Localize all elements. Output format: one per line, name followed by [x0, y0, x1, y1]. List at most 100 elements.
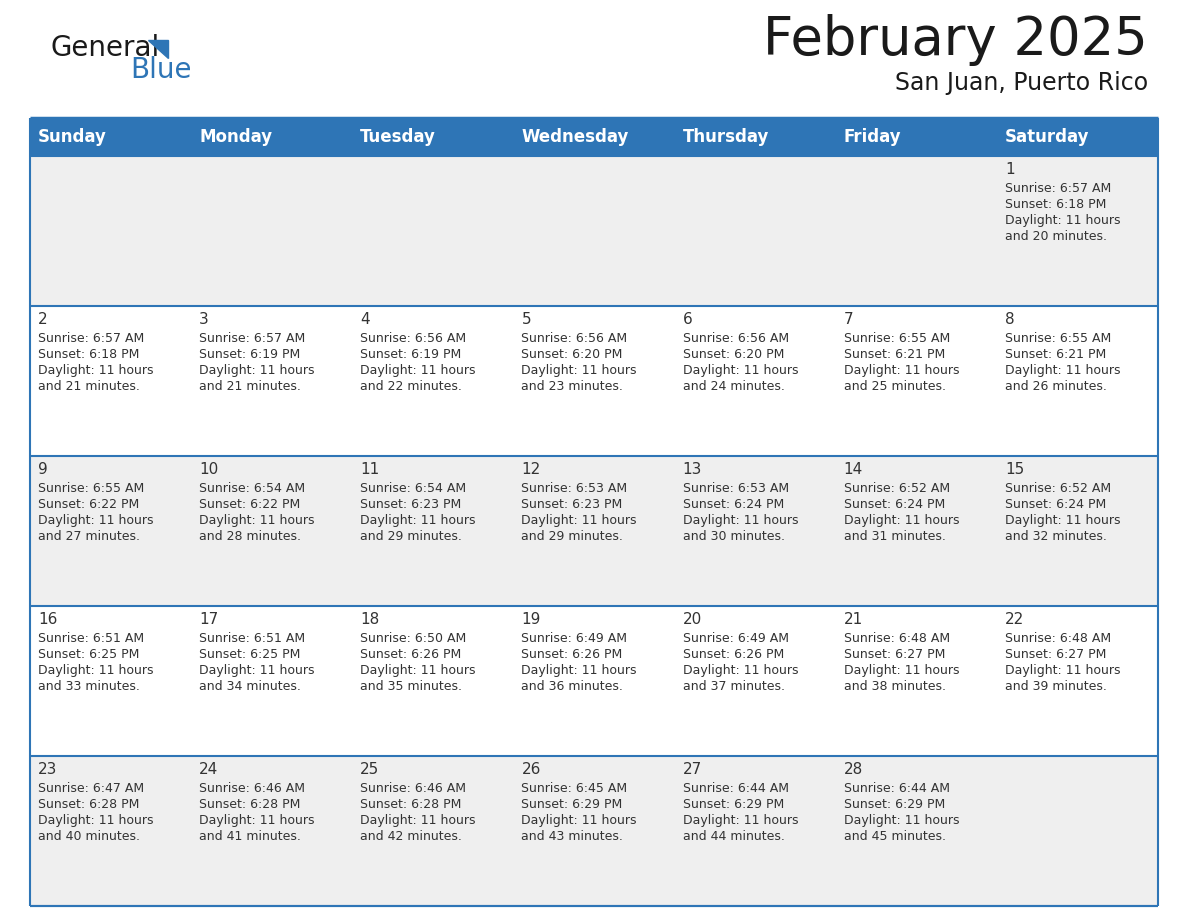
Text: February 2025: February 2025 [763, 14, 1148, 66]
Text: 21: 21 [843, 612, 862, 627]
Text: Daylight: 11 hours: Daylight: 11 hours [683, 364, 798, 377]
Text: 3: 3 [200, 312, 209, 327]
Text: and 37 minutes.: and 37 minutes. [683, 680, 784, 693]
Text: Daylight: 11 hours: Daylight: 11 hours [360, 814, 475, 827]
Text: San Juan, Puerto Rico: San Juan, Puerto Rico [895, 71, 1148, 95]
Text: and 38 minutes.: and 38 minutes. [843, 680, 946, 693]
Text: Daylight: 11 hours: Daylight: 11 hours [683, 664, 798, 677]
Text: Daylight: 11 hours: Daylight: 11 hours [843, 814, 959, 827]
Bar [30, 756, 1158, 906]
Text: Sunset: 6:18 PM: Sunset: 6:18 PM [1005, 198, 1106, 211]
Text: Sunrise: 6:56 AM: Sunrise: 6:56 AM [683, 332, 789, 345]
Text: Sunset: 6:21 PM: Sunset: 6:21 PM [1005, 348, 1106, 361]
Text: Sunrise: 6:49 AM: Sunrise: 6:49 AM [522, 632, 627, 645]
Text: Daylight: 11 hours: Daylight: 11 hours [683, 514, 798, 527]
Text: Sunset: 6:28 PM: Sunset: 6:28 PM [38, 798, 139, 811]
Text: Sunset: 6:22 PM: Sunset: 6:22 PM [38, 498, 139, 511]
Text: Sunrise: 6:56 AM: Sunrise: 6:56 AM [522, 332, 627, 345]
Text: 16: 16 [38, 612, 57, 627]
Text: Sunset: 6:23 PM: Sunset: 6:23 PM [360, 498, 461, 511]
Text: Daylight: 11 hours: Daylight: 11 hours [843, 664, 959, 677]
Text: 13: 13 [683, 462, 702, 477]
Text: Tuesday: Tuesday [360, 128, 436, 146]
Text: General: General [50, 34, 159, 62]
Bar [30, 306, 1158, 456]
Text: Daylight: 11 hours: Daylight: 11 hours [1005, 514, 1120, 527]
Bar [835, 118, 997, 156]
Text: Daylight: 11 hours: Daylight: 11 hours [843, 514, 959, 527]
Text: Friday: Friday [843, 128, 902, 146]
Text: and 32 minutes.: and 32 minutes. [1005, 530, 1107, 543]
Text: Sunrise: 6:47 AM: Sunrise: 6:47 AM [38, 782, 144, 795]
Bar [30, 156, 1158, 306]
Text: Sunrise: 6:52 AM: Sunrise: 6:52 AM [843, 482, 950, 495]
Text: and 41 minutes.: and 41 minutes. [200, 830, 301, 843]
Text: and 34 minutes.: and 34 minutes. [200, 680, 301, 693]
Text: Daylight: 11 hours: Daylight: 11 hours [38, 664, 153, 677]
Text: Daylight: 11 hours: Daylight: 11 hours [200, 364, 315, 377]
Text: and 20 minutes.: and 20 minutes. [1005, 230, 1107, 243]
Text: Sunset: 6:18 PM: Sunset: 6:18 PM [38, 348, 139, 361]
Text: Sunrise: 6:57 AM: Sunrise: 6:57 AM [38, 332, 144, 345]
Text: 15: 15 [1005, 462, 1024, 477]
Text: Daylight: 11 hours: Daylight: 11 hours [360, 514, 475, 527]
Text: Sunset: 6:24 PM: Sunset: 6:24 PM [843, 498, 944, 511]
Text: Sunset: 6:24 PM: Sunset: 6:24 PM [1005, 498, 1106, 511]
Text: and 43 minutes.: and 43 minutes. [522, 830, 624, 843]
Text: Daylight: 11 hours: Daylight: 11 hours [360, 364, 475, 377]
Text: and 22 minutes.: and 22 minutes. [360, 380, 462, 393]
Text: and 45 minutes.: and 45 minutes. [843, 830, 946, 843]
Text: Sunset: 6:28 PM: Sunset: 6:28 PM [360, 798, 462, 811]
Text: Daylight: 11 hours: Daylight: 11 hours [522, 814, 637, 827]
Text: Daylight: 11 hours: Daylight: 11 hours [200, 814, 315, 827]
Text: and 27 minutes.: and 27 minutes. [38, 530, 140, 543]
Bar [513, 118, 675, 156]
Text: and 39 minutes.: and 39 minutes. [1005, 680, 1107, 693]
Text: Daylight: 11 hours: Daylight: 11 hours [1005, 664, 1120, 677]
Text: Sunrise: 6:55 AM: Sunrise: 6:55 AM [843, 332, 950, 345]
Text: Sunrise: 6:48 AM: Sunrise: 6:48 AM [1005, 632, 1111, 645]
Text: Sunrise: 6:55 AM: Sunrise: 6:55 AM [38, 482, 144, 495]
Text: Sunrise: 6:54 AM: Sunrise: 6:54 AM [200, 482, 305, 495]
Text: Sunrise: 6:46 AM: Sunrise: 6:46 AM [360, 782, 466, 795]
Text: Daylight: 11 hours: Daylight: 11 hours [1005, 364, 1120, 377]
Text: Sunrise: 6:57 AM: Sunrise: 6:57 AM [1005, 182, 1111, 195]
Text: 14: 14 [843, 462, 862, 477]
Text: Daylight: 11 hours: Daylight: 11 hours [522, 514, 637, 527]
Text: Sunset: 6:28 PM: Sunset: 6:28 PM [200, 798, 301, 811]
Text: Thursday: Thursday [683, 128, 769, 146]
Text: and 30 minutes.: and 30 minutes. [683, 530, 784, 543]
Text: 2: 2 [38, 312, 48, 327]
Text: Sunset: 6:21 PM: Sunset: 6:21 PM [843, 348, 944, 361]
Text: Sunrise: 6:45 AM: Sunrise: 6:45 AM [522, 782, 627, 795]
Text: 28: 28 [843, 762, 862, 777]
Text: Sunrise: 6:53 AM: Sunrise: 6:53 AM [683, 482, 789, 495]
Text: 23: 23 [38, 762, 57, 777]
Text: 22: 22 [1005, 612, 1024, 627]
Text: Sunrise: 6:57 AM: Sunrise: 6:57 AM [200, 332, 305, 345]
Text: and 28 minutes.: and 28 minutes. [200, 530, 301, 543]
Text: and 29 minutes.: and 29 minutes. [522, 530, 624, 543]
Text: 25: 25 [360, 762, 379, 777]
Text: Daylight: 11 hours: Daylight: 11 hours [683, 814, 798, 827]
Text: 18: 18 [360, 612, 379, 627]
Text: Sunrise: 6:46 AM: Sunrise: 6:46 AM [200, 782, 305, 795]
Text: 26: 26 [522, 762, 541, 777]
Text: Sunrise: 6:44 AM: Sunrise: 6:44 AM [843, 782, 949, 795]
Text: 4: 4 [360, 312, 369, 327]
Text: 10: 10 [200, 462, 219, 477]
Text: Sunset: 6:19 PM: Sunset: 6:19 PM [200, 348, 301, 361]
Bar [997, 118, 1158, 156]
Text: Sunrise: 6:48 AM: Sunrise: 6:48 AM [843, 632, 950, 645]
Text: Sunset: 6:25 PM: Sunset: 6:25 PM [38, 648, 139, 661]
Text: and 21 minutes.: and 21 minutes. [38, 380, 140, 393]
Text: Sunset: 6:29 PM: Sunset: 6:29 PM [683, 798, 784, 811]
Text: and 31 minutes.: and 31 minutes. [843, 530, 946, 543]
Text: Sunset: 6:19 PM: Sunset: 6:19 PM [360, 348, 461, 361]
Bar [353, 118, 513, 156]
Text: and 44 minutes.: and 44 minutes. [683, 830, 784, 843]
Text: 8: 8 [1005, 312, 1015, 327]
Bar [191, 118, 353, 156]
Text: Sunrise: 6:49 AM: Sunrise: 6:49 AM [683, 632, 789, 645]
Text: Daylight: 11 hours: Daylight: 11 hours [522, 664, 637, 677]
